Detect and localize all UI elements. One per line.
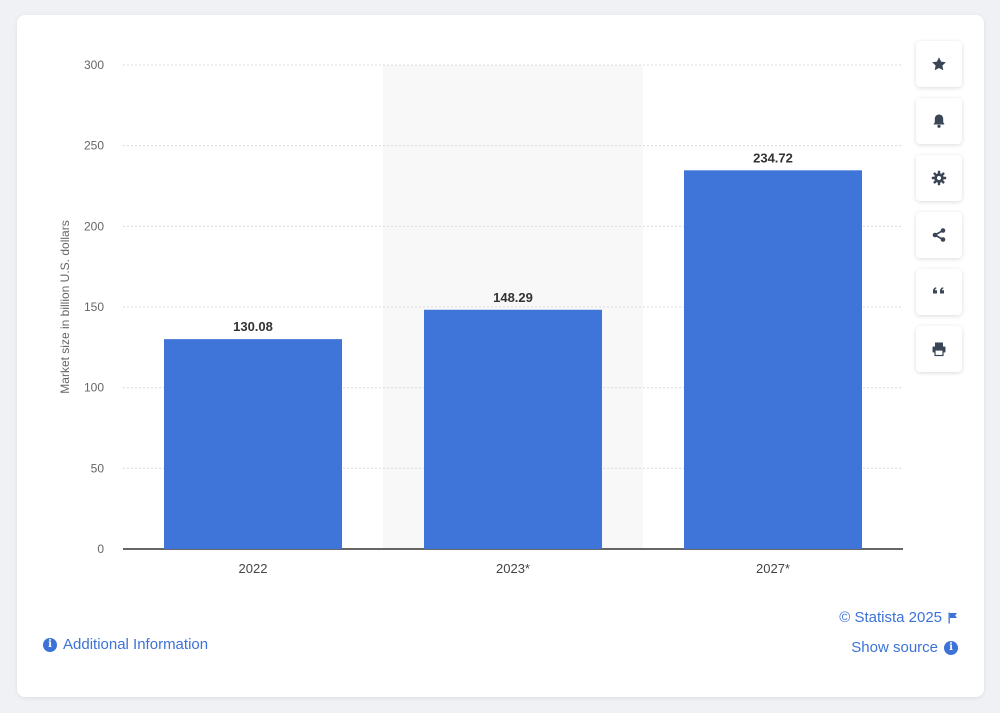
flag-icon bbox=[948, 612, 957, 623]
y-tick-label: 200 bbox=[84, 219, 104, 233]
data-label: 234.72 bbox=[753, 150, 793, 165]
y-tick-label: 250 bbox=[84, 139, 104, 153]
y-tick-label: 150 bbox=[84, 300, 104, 314]
bar[interactable] bbox=[424, 309, 602, 549]
print-button[interactable] bbox=[916, 326, 962, 372]
gear-icon bbox=[931, 170, 947, 186]
y-tick-label: 300 bbox=[84, 58, 104, 72]
show-source-label: Show source bbox=[851, 639, 938, 656]
y-tick-label: 50 bbox=[91, 461, 105, 475]
additional-information-link[interactable]: i Additional Information bbox=[43, 636, 208, 653]
printer-icon bbox=[932, 342, 946, 357]
data-label: 130.08 bbox=[233, 319, 273, 334]
share-button[interactable] bbox=[916, 212, 962, 258]
bar[interactable] bbox=[164, 339, 342, 549]
bell-icon bbox=[933, 114, 945, 128]
favorite-button[interactable] bbox=[916, 41, 962, 87]
x-tick-label: 2023* bbox=[496, 561, 530, 576]
info-icon: i bbox=[43, 637, 57, 652]
star-icon bbox=[932, 57, 946, 71]
quote-icon bbox=[933, 287, 944, 294]
bar[interactable] bbox=[684, 170, 862, 549]
y-axis-label: Market size in billion U.S. dollars bbox=[58, 220, 72, 393]
settings-button[interactable] bbox=[916, 155, 962, 201]
y-tick-label: 100 bbox=[84, 381, 104, 395]
copyright-link[interactable]: © Statista 2025 bbox=[839, 609, 958, 626]
show-source-link[interactable]: Show source i bbox=[851, 639, 958, 656]
info-icon: i bbox=[944, 640, 958, 655]
additional-information-label: Additional Information bbox=[63, 636, 209, 653]
x-tick-label: 2027* bbox=[756, 561, 790, 576]
copyright-label: © Statista 2025 bbox=[839, 609, 942, 626]
share-icon bbox=[932, 228, 946, 242]
notification-button[interactable] bbox=[916, 98, 962, 144]
cite-button[interactable] bbox=[916, 269, 962, 315]
x-tick-label: 2022 bbox=[239, 561, 268, 576]
data-label: 148.29 bbox=[493, 290, 533, 305]
y-tick-label: 0 bbox=[97, 542, 104, 556]
